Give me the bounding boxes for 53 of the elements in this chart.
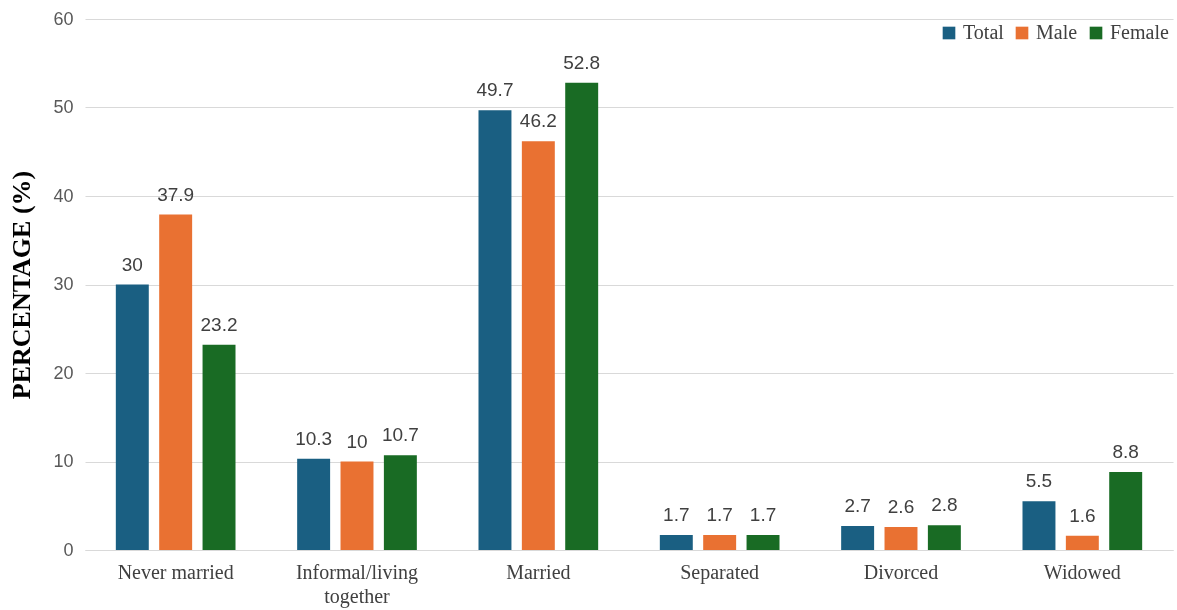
bar <box>478 110 512 550</box>
y-tick-label: 40 <box>53 185 74 206</box>
x-tick-label: Informal/living together <box>295 560 419 608</box>
bar <box>202 344 236 550</box>
y-tick-label: 50 <box>53 97 74 117</box>
y-tick-label: 20 <box>53 362 74 383</box>
data-label: 2.7 <box>844 495 871 517</box>
bar <box>159 214 193 550</box>
bar <box>340 461 374 550</box>
bar <box>841 526 875 550</box>
bar <box>565 82 599 550</box>
data-label: 46.2 <box>519 110 557 132</box>
data-label: 2.8 <box>931 494 958 516</box>
bar <box>1022 501 1056 550</box>
bar <box>746 534 780 550</box>
y-tick-label: 30 <box>53 274 74 294</box>
data-label: 10.3 <box>295 427 333 449</box>
bar <box>297 458 331 550</box>
data-label: 2.6 <box>887 495 915 517</box>
data-label: 10.7 <box>381 424 419 446</box>
x-tick-label: Divorced <box>863 560 939 583</box>
bar <box>1065 535 1099 550</box>
y-tick-label: 60 <box>53 8 74 29</box>
legend-label: Female <box>1110 21 1169 43</box>
data-label: 1.7 <box>749 503 777 525</box>
bar <box>884 526 918 550</box>
data-label: 30 <box>121 253 143 275</box>
data-label: 37.9 <box>157 183 195 205</box>
x-tick-label: Widowed <box>1043 560 1121 583</box>
data-label: 10 <box>346 430 368 452</box>
y-tick-label: 10 <box>53 451 74 471</box>
bar <box>383 455 417 550</box>
bar <box>927 525 961 550</box>
x-tick-label: Never married <box>117 560 234 583</box>
data-label: 1.7 <box>663 503 690 525</box>
data-label: 1.7 <box>706 503 733 525</box>
bar <box>1109 472 1143 550</box>
x-tick-label: Separated <box>680 560 760 584</box>
data-label: 52.8 <box>563 51 601 73</box>
y-tick-label: 0 <box>63 539 74 560</box>
bar <box>703 534 737 550</box>
legend-label: Male <box>1036 21 1078 43</box>
data-label: 49.7 <box>476 79 514 101</box>
data-label: 8.8 <box>1112 441 1139 463</box>
x-tick-label: Married <box>506 560 571 583</box>
data-label: 1.6 <box>1069 504 1096 526</box>
data-label: 23.2 <box>200 313 238 335</box>
legend-label: Total <box>963 21 1005 43</box>
bar <box>659 534 693 550</box>
bar <box>115 284 149 550</box>
y-axis-title: PERCENTAGE (%) <box>7 170 37 400</box>
bar <box>521 141 555 550</box>
data-label: 5.5 <box>1025 470 1053 492</box>
